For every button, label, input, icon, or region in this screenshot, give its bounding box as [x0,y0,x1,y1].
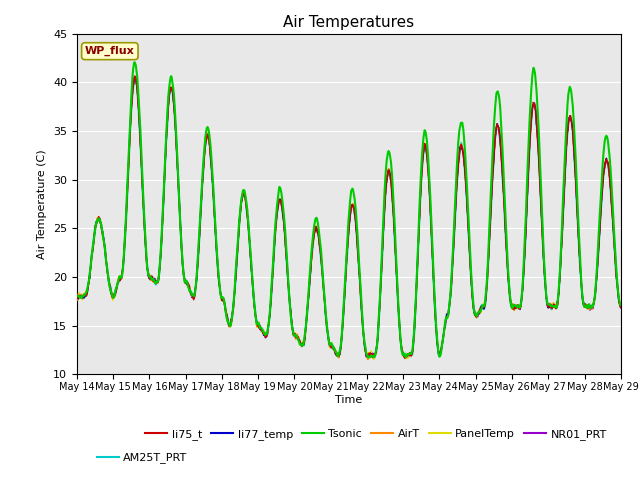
PanelTemp [73,292,81,298]
AirT [255,325,263,331]
Line: li77_temp: li77_temp [77,77,621,357]
Tsonic [73,293,81,299]
Tsonic [553,304,561,310]
li75_t [181,278,189,284]
Line: Tsonic: Tsonic [77,62,621,358]
li77_temp [195,255,202,261]
Line: AirT: AirT [77,76,621,360]
Title: Air Temperatures: Air Temperatures [284,15,414,30]
AM25T_PRT [131,75,138,81]
PanelTemp [505,284,513,289]
AM25T_PRT [73,294,81,300]
Tsonic [195,250,202,255]
li75_t [195,254,202,260]
AirT [617,304,625,310]
AM25T_PRT [553,303,561,309]
Tsonic [505,279,513,285]
AM25T_PRT [434,344,442,350]
AM25T_PRT [505,283,513,288]
Line: PanelTemp: PanelTemp [77,76,621,360]
NR01_PRT [181,280,189,286]
li75_t [73,296,81,301]
li77_temp [617,303,625,309]
li77_temp [553,303,561,309]
li75_t [553,302,561,308]
Tsonic [255,322,263,327]
Legend: AM25T_PRT: AM25T_PRT [92,448,192,468]
NR01_PRT [255,323,263,328]
NR01_PRT [131,73,138,79]
AM25T_PRT [181,279,189,285]
Tsonic [617,302,625,308]
X-axis label: Time: Time [335,395,362,405]
AirT [73,294,81,300]
li77_temp [362,354,370,360]
Line: li75_t: li75_t [77,76,621,358]
AirT [553,302,561,308]
PanelTemp [131,73,138,79]
AirT [195,255,202,261]
li77_temp [181,278,189,284]
AirT [181,280,189,286]
AirT [505,284,513,289]
li77_temp [505,283,513,289]
PanelTemp [434,342,442,348]
Tsonic [366,355,374,360]
NR01_PRT [553,303,561,309]
Line: NR01_PRT: NR01_PRT [77,76,621,358]
PanelTemp [370,357,378,362]
PanelTemp [553,302,561,308]
AirT [434,344,442,349]
li77_temp [434,346,442,351]
PanelTemp [617,303,625,309]
AirT [131,73,139,79]
NR01_PRT [434,343,442,349]
PanelTemp [181,277,189,283]
li75_t [401,355,409,361]
AM25T_PRT [195,256,202,262]
AirT [364,357,372,362]
PanelTemp [255,324,263,330]
NR01_PRT [617,305,625,311]
li75_t [505,282,513,288]
Tsonic [131,60,138,65]
li77_temp [131,74,139,80]
AM25T_PRT [617,303,625,309]
Tsonic [181,279,189,285]
Tsonic [434,345,442,350]
PanelTemp [195,255,202,261]
li75_t [255,325,263,331]
li77_temp [255,322,263,328]
Y-axis label: Air Temperature (C): Air Temperature (C) [37,149,47,259]
AM25T_PRT [371,355,378,361]
NR01_PRT [195,255,202,261]
NR01_PRT [73,293,81,299]
li77_temp [73,291,81,297]
Text: WP_flux: WP_flux [85,46,134,56]
AM25T_PRT [255,322,263,328]
li75_t [617,304,625,310]
li75_t [131,73,138,79]
li75_t [434,345,442,351]
NR01_PRT [505,283,513,289]
Line: AM25T_PRT: AM25T_PRT [77,78,621,358]
NR01_PRT [402,355,410,361]
